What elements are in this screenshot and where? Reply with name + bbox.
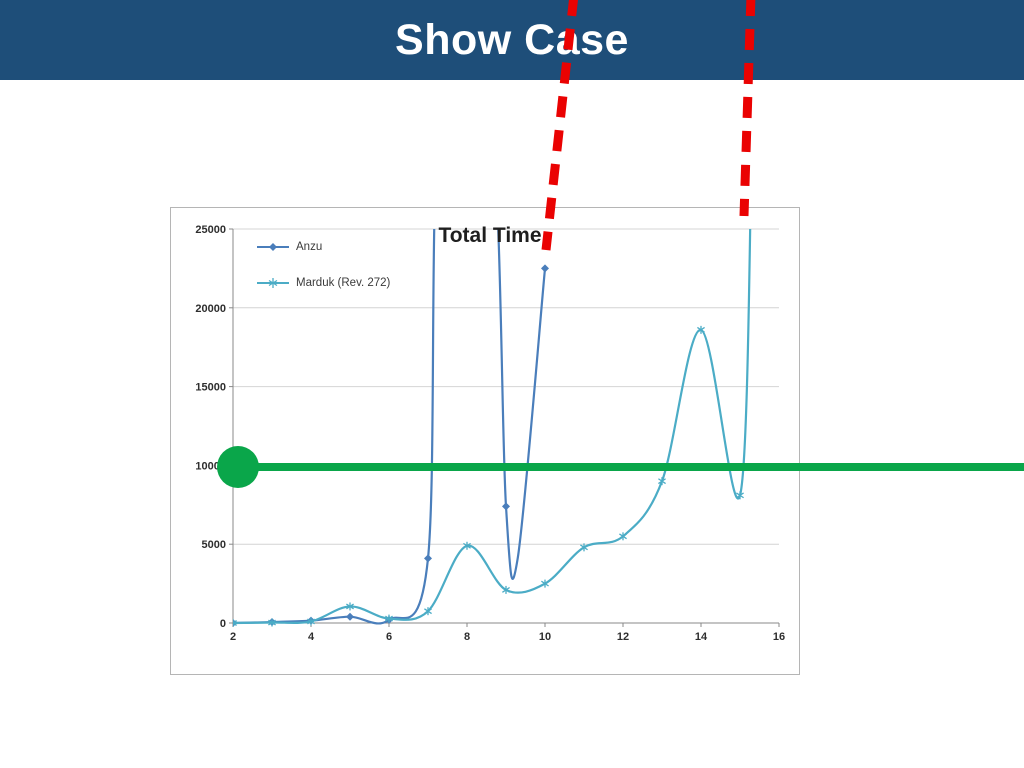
- y-tick-label: 0: [220, 618, 226, 630]
- slide-header: Show Case: [0, 0, 1024, 80]
- y-tick-label: 5000: [202, 539, 226, 551]
- x-tick-label: 14: [695, 631, 708, 643]
- y-tick-label: 20000: [195, 303, 226, 315]
- y-tick-label: 15000: [195, 382, 226, 394]
- slide-title: Show Case: [395, 15, 629, 64]
- marduk-series-swatch-icon: [257, 278, 289, 288]
- chart-legend: Anzu Marduk (Rev. 272): [255, 239, 390, 311]
- chart-title: Total Time: [438, 224, 542, 247]
- chart-panel: 0 5000 10000 15000 20000 25000 2 4 6 8 10 12 14 16 To…: [170, 207, 800, 675]
- x-tick-label: 12: [617, 631, 629, 643]
- x-tick-label: 6: [386, 631, 392, 643]
- x-tick-label: 10: [539, 631, 551, 643]
- legend-label-marduk: Marduk (Rev. 272): [296, 277, 391, 289]
- anzu-series-swatch-icon: [257, 243, 289, 251]
- legend-item-marduk: Marduk (Rev. 272): [255, 275, 390, 291]
- legend-label-anzu: Anzu: [296, 241, 323, 253]
- x-tick-label: 8: [464, 631, 470, 643]
- series-anzu: [233, 229, 549, 627]
- green-annotation-dot: [217, 446, 259, 488]
- y-tick-label: 25000: [195, 224, 226, 236]
- x-tick-label: 16: [773, 631, 785, 643]
- series-marduk-rev-272-: [233, 229, 752, 627]
- x-tick-label: 4: [308, 631, 315, 643]
- green-annotation-line: [238, 463, 1024, 471]
- legend-item-anzu: Anzu: [255, 239, 390, 255]
- x-tick-label: 2: [230, 631, 236, 643]
